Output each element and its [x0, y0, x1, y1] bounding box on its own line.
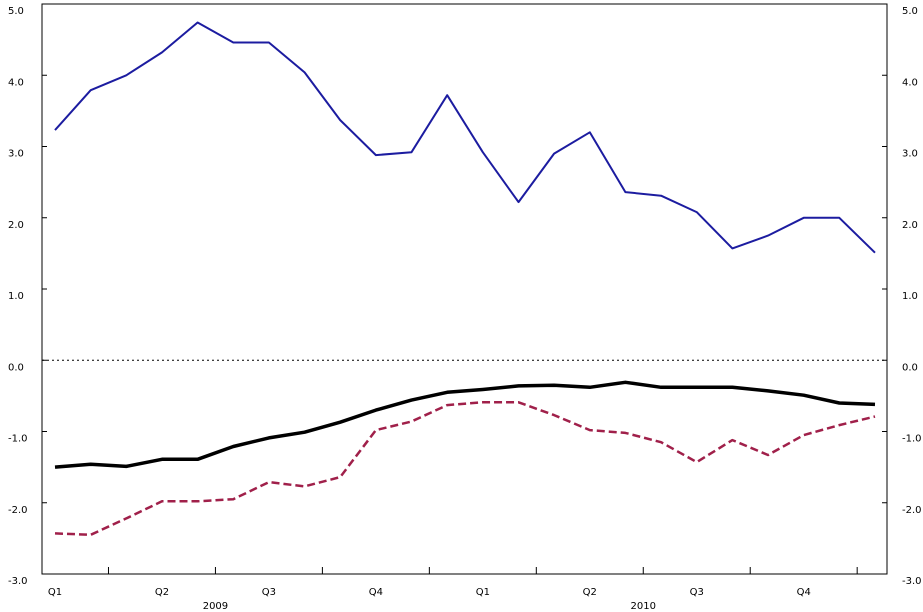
plot-frame — [41, 3, 888, 575]
y2-tick-label: 3.0 — [902, 149, 918, 160]
y-tick-label: -3.0 — [8, 576, 28, 587]
x-tick-label: Q3 — [262, 587, 276, 598]
x-tick-label: Q2 — [583, 587, 597, 598]
x-tick-label: Q1 — [476, 587, 490, 598]
y-tick-label: -2.0 — [8, 505, 28, 516]
series-line — [54, 401, 876, 537]
y2-tick-label: 0.0 — [902, 362, 918, 373]
y2-tick-label: 1.0 — [902, 291, 918, 302]
y2-tick-label: 5.0 — [902, 6, 918, 17]
x-tick-label: Q4 — [369, 587, 383, 598]
y2-tick-label: 2.0 — [902, 220, 918, 231]
y-tick-label: 1.0 — [8, 291, 24, 302]
year-label: 2009 — [203, 601, 228, 612]
y-tick-label: 3.0 — [8, 149, 24, 160]
x-tick-label: Q2 — [155, 587, 169, 598]
y-tick-label: 5.0 — [8, 6, 24, 17]
y2-tick-label: -3.0 — [902, 576, 922, 587]
y-tick-label: -1.0 — [8, 434, 28, 445]
y-tick-label: 4.0 — [8, 77, 24, 88]
y2-tick-label: -1.0 — [902, 434, 922, 445]
year-label: 2010 — [631, 601, 656, 612]
x-tick-label: Q4 — [797, 587, 811, 598]
y-tick-label: 0.0 — [8, 362, 24, 373]
series-line — [54, 21, 876, 254]
series-line — [54, 380, 876, 469]
y2-tick-label: 4.0 — [902, 77, 918, 88]
x-tick-label: Q3 — [690, 587, 704, 598]
y-tick-label: 2.0 — [8, 220, 24, 231]
y2-tick-label: -2.0 — [902, 505, 922, 516]
x-tick-label: Q1 — [48, 587, 62, 598]
